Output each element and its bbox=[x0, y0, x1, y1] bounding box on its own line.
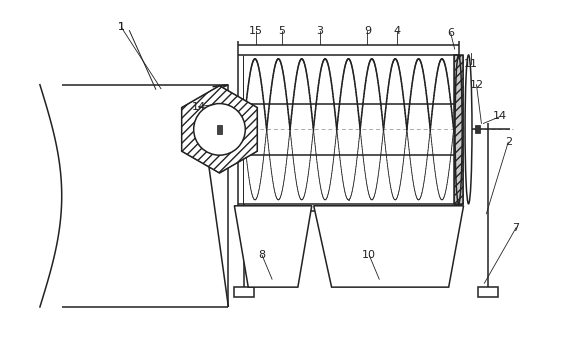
Bar bbox=[454, 55, 463, 204]
Text: 6: 6 bbox=[447, 28, 454, 38]
Text: 9: 9 bbox=[364, 26, 371, 36]
Text: 12: 12 bbox=[469, 80, 483, 90]
Text: 2: 2 bbox=[505, 137, 512, 147]
Ellipse shape bbox=[465, 55, 472, 204]
Text: 7: 7 bbox=[513, 222, 520, 232]
Polygon shape bbox=[234, 206, 312, 287]
Bar bbox=[478, 287, 498, 297]
Bar bbox=[234, 287, 254, 297]
Polygon shape bbox=[314, 206, 464, 287]
Text: 15: 15 bbox=[249, 26, 263, 36]
Text: 11: 11 bbox=[464, 59, 478, 69]
Circle shape bbox=[194, 104, 245, 155]
Text: 1: 1 bbox=[118, 22, 125, 32]
Text: 5: 5 bbox=[279, 26, 285, 36]
Text: 3: 3 bbox=[316, 26, 323, 36]
Polygon shape bbox=[182, 86, 257, 173]
Bar bbox=[217, 125, 222, 134]
Bar bbox=[454, 55, 463, 204]
Text: 14: 14 bbox=[493, 111, 507, 121]
Text: 14: 14 bbox=[192, 101, 206, 111]
Text: 10: 10 bbox=[362, 250, 377, 260]
Text: 1: 1 bbox=[118, 22, 125, 32]
Text: 8: 8 bbox=[259, 250, 266, 260]
Text: 4: 4 bbox=[393, 26, 401, 36]
Bar bbox=[475, 125, 480, 134]
